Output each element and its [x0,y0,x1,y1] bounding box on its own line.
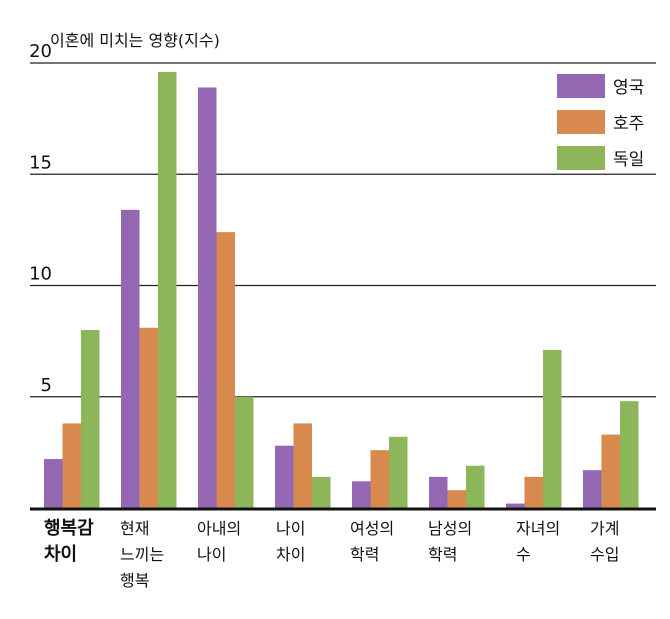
bar-영국-5 [429,476,448,508]
category-label: 수입 [590,545,619,564]
category-label: 남성의 [428,519,472,538]
legend-label: 영국 [613,78,644,98]
legend-label: 독일 [613,150,644,170]
category-label: 느끼는 [120,545,164,564]
bar-호주-6 [524,476,543,508]
category-label: 차이 [276,545,305,564]
category-label: 행복 [120,571,149,590]
bar-호주-5 [447,490,466,508]
bar-호주-7 [601,434,620,508]
bar-영국-4 [352,481,371,508]
category-label: 나이 [276,519,305,538]
y-axis-title: 이혼에 미치는 영향(지수) [50,31,220,50]
bar-영국-0 [44,459,63,508]
bar-영국-6 [506,503,525,508]
category-label: 가계 [590,519,619,538]
bar-호주-4 [370,450,389,508]
bar-독일-3 [312,476,331,508]
legend-label: 호주 [613,114,644,134]
bar-호주-0 [62,423,81,508]
category-label: 학력 [350,545,379,564]
legend-swatch [557,74,605,98]
legend-swatch [557,110,605,134]
y-tick-label: 5 [41,375,52,396]
bar-독일-7 [620,401,639,508]
bar-독일-0 [81,330,100,508]
bars [44,71,639,509]
legend-swatch [557,146,605,170]
bar-독일-1 [158,71,177,509]
bar-영국-7 [583,470,602,508]
category-label: 수 [516,545,531,564]
y-tick-label: 20 [29,41,52,62]
y-tick-label: 15 [29,152,52,173]
bar-독일-4 [389,436,408,508]
category-label: 현재 [120,519,149,538]
y-tick-label: 10 [29,264,52,285]
bar-영국-2 [198,87,217,508]
bar-영국-3 [275,445,294,508]
category-label: 여성의 [350,519,394,538]
category-label: 학력 [428,545,457,564]
category-label: 차이 [44,544,77,565]
category-label: 자녀의 [516,519,560,538]
bar-호주-1 [139,327,158,508]
bar-독일-5 [466,465,485,508]
category-label: 아내의 [197,519,241,538]
bar-독일-2 [235,396,254,508]
bar-호주-3 [293,423,312,508]
bar-호주-2 [216,232,235,508]
bar-영국-1 [121,209,140,508]
category-label: 행복감 [44,518,94,539]
category-label: 나이 [197,545,226,564]
bar-독일-6 [543,350,562,508]
